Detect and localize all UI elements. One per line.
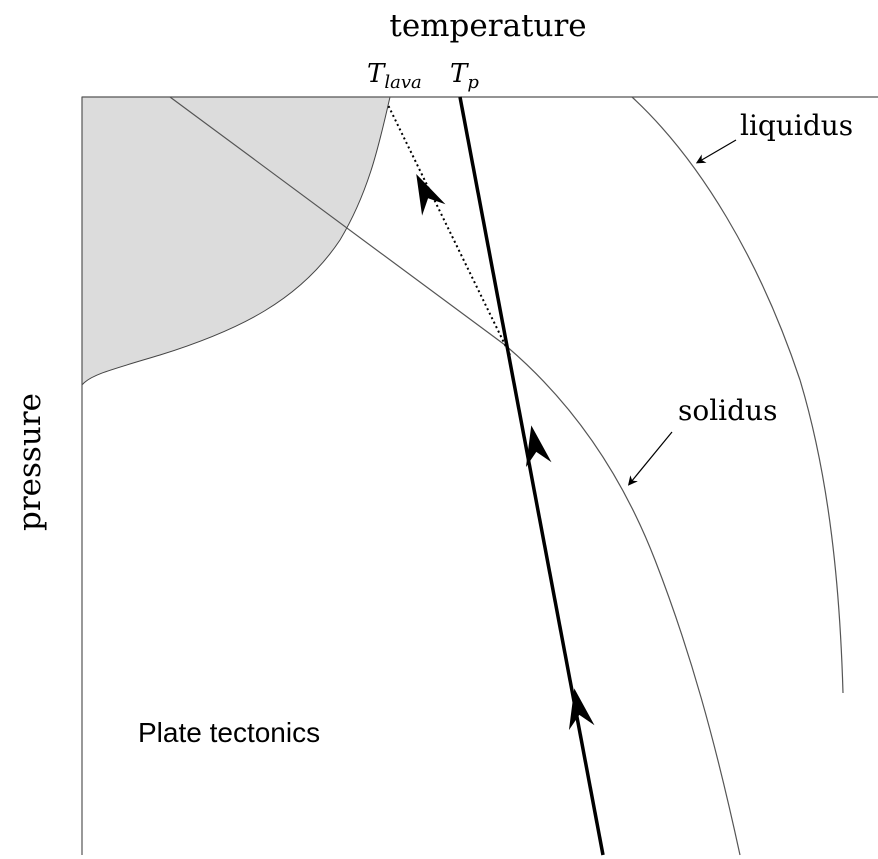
x-label: temperature	[389, 8, 586, 44]
y-label: pressure	[12, 393, 48, 531]
melt-path	[387, 104, 511, 356]
label-pointer	[695, 139, 737, 164]
liquidus-label: liquidus	[740, 109, 853, 142]
solidus-curve	[169, 96, 741, 856]
solidus-label: solidus	[678, 394, 777, 427]
arrow-head	[416, 174, 446, 216]
arrow-head	[525, 425, 552, 468]
regime-label: Plate tectonics	[138, 717, 320, 748]
t-lava-label: Tlava	[367, 59, 422, 93]
adiabat	[458, 96, 605, 856]
liquidus-curve	[631, 96, 844, 694]
arrow-head	[568, 688, 595, 731]
t-p-label: Tp	[450, 59, 479, 93]
label-pointer	[627, 431, 673, 486]
gray-region	[81, 96, 391, 387]
